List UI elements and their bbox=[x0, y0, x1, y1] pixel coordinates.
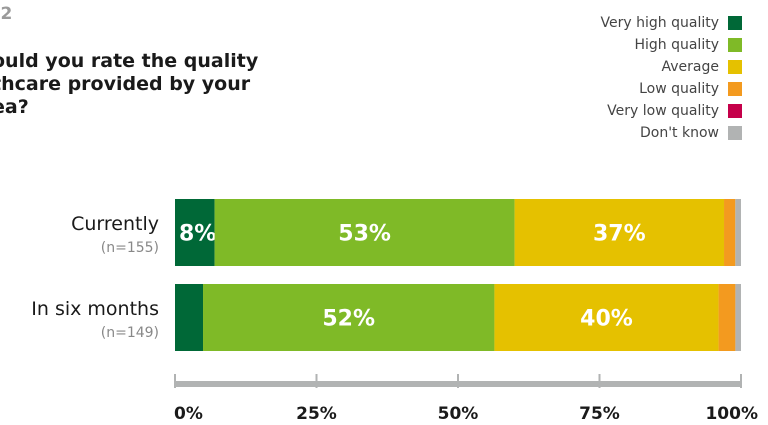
bar-segment-dont_know bbox=[735, 284, 741, 351]
bar-segment-low bbox=[718, 284, 736, 351]
legend-item-low-quality: Low quality bbox=[639, 78, 742, 100]
x-tick-label: 25% bbox=[296, 404, 337, 424]
chart-title: ould you rate the quality thcare provide… bbox=[0, 50, 259, 118]
chart-rows: Currently (n=155) 8% 53% 37% In six months (n=… bbox=[31, 199, 741, 351]
x-tick-label: 75% bbox=[579, 404, 620, 424]
bar-segment-average bbox=[514, 199, 725, 266]
legend-label: Very high quality bbox=[600, 15, 719, 31]
x-tick-mark bbox=[740, 374, 742, 388]
x-tick-label: 0% bbox=[174, 404, 203, 424]
bar-segment-very_high bbox=[175, 199, 215, 266]
x-tick-label: 100% bbox=[705, 404, 758, 424]
bar-segment-high bbox=[203, 284, 495, 351]
bar-segment-high bbox=[214, 199, 515, 266]
legend-swatch bbox=[728, 126, 742, 140]
legend-label: Low quality bbox=[639, 81, 719, 97]
bar-segment-dont_know bbox=[735, 199, 741, 266]
x-tick-mark bbox=[457, 374, 459, 388]
legend-label: Don't know bbox=[639, 125, 719, 141]
x-tick-mark bbox=[598, 374, 601, 388]
legend-swatch bbox=[728, 60, 742, 74]
bar-segment-low bbox=[724, 199, 736, 266]
figure-number: .2 bbox=[0, 4, 13, 24]
bar-row-in-six-months: In six months (n=149) 52% 40% bbox=[31, 284, 741, 351]
row-label: Currently bbox=[71, 213, 159, 235]
legend-item-high-quality: High quality bbox=[634, 34, 742, 56]
row-sample-size: (n=149) bbox=[101, 325, 159, 341]
data-label-average: 40% bbox=[580, 307, 633, 332]
legend-label: High quality bbox=[634, 37, 719, 53]
data-label-high: 53% bbox=[338, 222, 391, 247]
legend-item-very-high-quality: Very high quality bbox=[601, 12, 742, 34]
legend-label: Very low quality bbox=[607, 103, 719, 119]
x-tick-label: 50% bbox=[438, 404, 479, 424]
data-label-average: 37% bbox=[593, 222, 646, 247]
legend-swatch bbox=[728, 104, 742, 118]
data-label-high: 52% bbox=[322, 307, 375, 332]
row-label: In six months bbox=[31, 298, 159, 320]
legend-item-don-t-know: Don't know bbox=[640, 122, 742, 144]
bar-row-currently: Currently (n=155) 8% 53% 37% bbox=[71, 199, 741, 266]
legend-swatch bbox=[728, 82, 742, 96]
x-tick-mark bbox=[315, 374, 318, 388]
data-label-very_high: 8% bbox=[179, 222, 216, 247]
chart-legend: Very high quality High quality Average Low … bbox=[601, 12, 742, 144]
x-tick-mark bbox=[174, 374, 176, 388]
legend-label: Average bbox=[661, 59, 720, 75]
legend-item-very-low-quality: Very low quality bbox=[607, 100, 742, 122]
x-axis: 0% 25% 50% 75% 100% bbox=[174, 374, 758, 424]
legend-swatch bbox=[728, 38, 742, 52]
bar-segment-very_high bbox=[175, 284, 204, 351]
row-sample-size: (n=155) bbox=[101, 240, 159, 256]
legend-item-average: Average bbox=[661, 56, 742, 78]
bar-segment-average bbox=[494, 284, 719, 351]
legend-swatch bbox=[728, 16, 742, 30]
